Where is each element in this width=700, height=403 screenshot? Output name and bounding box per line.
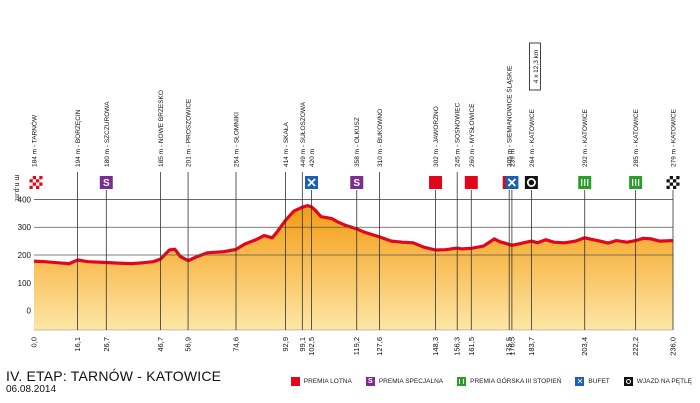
checker-cell [666,182,670,186]
km-tick-label: 161,5 [467,337,476,356]
loop-distance-box: 4 x 12,3 km [528,42,541,91]
elevation-area [34,205,673,330]
km-tick-label: 148,3 [431,337,440,356]
place-label: 449 m - SUŁOSZOWA [300,101,307,167]
sprint-icon [464,176,478,189]
y-tick-label: 0 [27,307,32,316]
km-tick-label: 102,5 [307,337,316,356]
chart-legend: PREMIA LOTNA S PREMIA SPECJALNA PREMIA G… [290,377,692,386]
y-tick-label: 300 [18,223,32,232]
special-prize-icon: S [365,377,375,386]
place-label: 194 m - BORZĘCIN [75,109,82,167]
checker-cell [676,185,680,189]
km-tick-label: 26,7 [102,337,111,352]
place-label: 292 m - KATOWICE [582,108,589,167]
place-label: 310 m - BUKOWNO [377,109,384,167]
sprint-icon [429,176,443,189]
legend-item-wjazd-na-petle: WJAZD NA PĘTLĘ [623,377,692,386]
checker-cell [29,176,33,180]
checker-cell [673,182,677,186]
special-prize-icon [350,176,364,189]
km-tick-label: 92,9 [281,337,290,352]
stage-date: 06.08.2014 [6,384,57,395]
checker-cell [36,176,40,180]
place-label: 184 m - TARNÓW [30,114,39,167]
km-tick-label: 222,2 [631,337,640,356]
place-label: 185 m - NOWE BRZESKO [158,90,165,167]
y-axis-title: m n.p.m. [13,175,20,202]
feed-zone-cross [307,178,316,187]
checker-cell [666,176,670,180]
loop-entry-icon [524,176,538,189]
km-tick-label: 236,0 [669,337,678,356]
km-tick-label: 0,0 [30,337,39,347]
place-label: 302 m - JAWORZNO [433,106,440,167]
checker-cell [32,179,36,183]
km-tick-label: 56,9 [184,337,193,352]
km-tick-label: 16,1 [73,337,82,352]
special-prize-icon [99,176,113,189]
place-label: 180 m - SZCZUROWA [104,101,111,167]
km-tick-label: 175,5 [505,337,514,356]
y-tick-label: 100 [18,279,32,288]
km-tick-label: 156,3 [453,337,462,356]
place-label: 245 m - SOSNOWIEC [455,102,462,167]
km-tick-label: 183,7 [527,337,536,356]
km-tick-label: 74,6 [231,337,240,352]
legend-item-premia-specjalna: S PREMIA SPECJALNA [365,377,444,386]
place-label: 239 m [509,149,516,167]
loop-entry-icon [623,377,633,386]
checker-cell [39,179,43,183]
legend-item-premia-lotna: PREMIA LOTNA [290,377,352,386]
loop-entry-ring [526,177,536,187]
checker-cell [39,185,43,189]
legend-label: BUFET [588,378,610,385]
legend-item-bufet: ✕ BUFET [575,377,610,386]
legend-label: PREMIA LOTNA [303,378,352,385]
sprint-icon [290,377,300,386]
place-label: 285 m - KATOWICE [633,108,640,167]
place-label: 264 m - KATOWICE [529,108,536,167]
checker-cell [29,182,33,186]
legend-item-premia-gorska: PREMIA GÓRSKA III STOPIEŃ [457,377,561,386]
place-label: 420 m [309,149,316,167]
legend-label: PREMIA SPECJALNA [378,378,444,385]
checker-cell [32,185,36,189]
chart-title: IV. ETAP: TARNÓW - KATOWICE [6,368,222,384]
km-tick-label: 176,5 [507,337,516,356]
checker-cell [676,179,680,183]
km-tick-label: 127,6 [375,337,384,356]
place-label: 305 m - SIEMIANOWICE ŚLĄSKIE [505,65,514,167]
special-prize-letter: S [103,178,110,189]
place-label: 414 m - SKAŁA [283,122,290,167]
y-tick-label: 400 [18,195,32,204]
feed-zone-cross [507,178,517,187]
place-label: 279 m - KATOWICE [671,108,678,167]
checker-cell [669,179,673,183]
y-tick-label: 200 [18,251,32,260]
checker-cell [36,182,40,186]
loop-distance-label: 4 x 12,3 km [533,50,540,84]
legend-label: PREMIA GÓRSKA III STOPIEŃ [470,378,562,385]
km-tick-label: 99,1 [298,337,307,352]
checker-cell [669,185,673,189]
km-tick-label: 119,2 [352,337,361,355]
km-tick-label: 46,7 [156,337,165,352]
place-label: 260 m - MYSŁOWICE [469,103,476,167]
loop-distance-frame [528,42,541,91]
place-label: 254 m - SŁOMNIKI [233,112,240,167]
legend-label: WJAZD NA PĘTLĘ [636,378,692,385]
feed-zone-icon: ✕ [575,377,585,386]
checker-cell [673,176,677,180]
special-prize-letter: S [353,178,360,189]
place-label: 358 m - OLKUSZ [354,117,361,167]
mountain-prize-icon [457,377,467,386]
km-tick-label: 203,4 [580,337,589,356]
place-label: 201 m - PROSZOWICE [186,98,193,167]
